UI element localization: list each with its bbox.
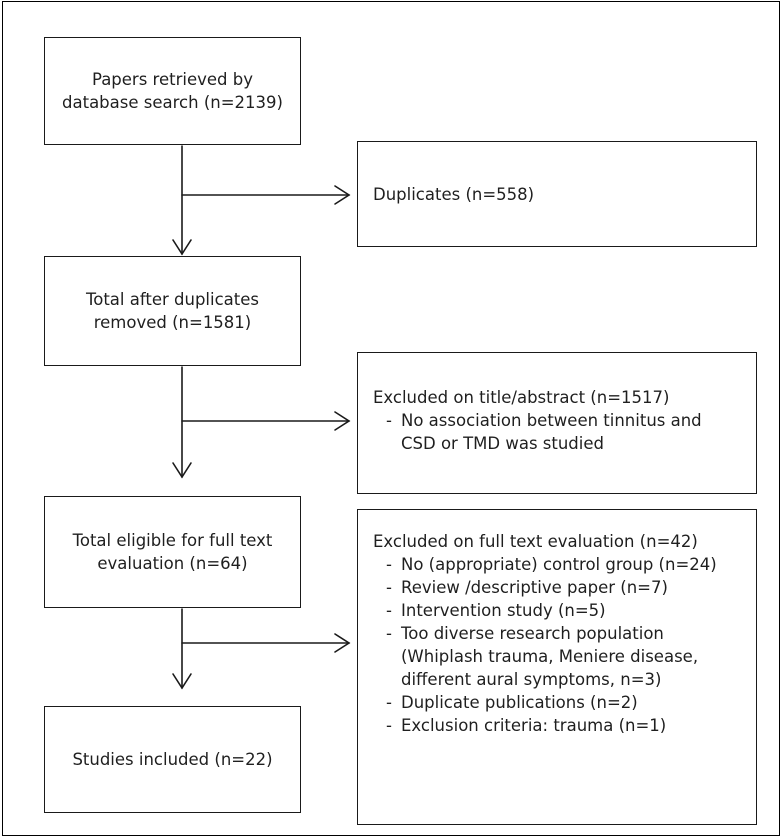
- item-line: Duplicate publications (n=2): [401, 693, 638, 712]
- box-excluded-title-abstract: Excluded on title/abstract (n=1517) - No…: [357, 352, 757, 494]
- box-line: removed (n=1581): [93, 313, 252, 332]
- item-line: CSD or TMD was studied: [401, 434, 604, 453]
- box-studies-included: Studies included (n=22): [44, 706, 301, 813]
- arrow-head-right: [334, 411, 351, 431]
- list-dash: -: [386, 716, 392, 735]
- box-line: evaluation (n=64): [97, 554, 248, 573]
- box-line: Total after duplicates: [85, 290, 260, 309]
- exclusion-item: - Intervention study (n=5): [373, 599, 742, 622]
- item-line: Review /descriptive paper (n=7): [401, 578, 668, 597]
- box-line: Papers retrieved by: [91, 70, 253, 89]
- box-line: Total eligible for full text: [72, 531, 273, 550]
- list-dash: -: [386, 578, 392, 597]
- box-after-duplicates: Total after duplicates removed (n=1581): [44, 256, 301, 366]
- box-heading: Excluded on title/abstract (n=1517): [373, 388, 670, 407]
- arrow-head-down: [172, 673, 192, 690]
- list-dash: -: [386, 624, 392, 643]
- box-papers-retrieved: Papers retrieved by database search (n=2…: [44, 37, 301, 145]
- item-line: Too diverse research population: [401, 624, 664, 643]
- arrow-head-right: [334, 185, 351, 205]
- arrow-head-down: [172, 239, 192, 256]
- exclusion-list: - No association between tinnitus and CS…: [373, 409, 742, 455]
- list-dash: -: [386, 693, 392, 712]
- item-line: No (appropriate) control group (n=24): [401, 555, 717, 574]
- box-text: Studies included (n=22): [72, 750, 273, 769]
- box-duplicates: Duplicates (n=558): [357, 141, 757, 247]
- item-line: (Whiplash trauma, Meniere disease,: [401, 647, 699, 666]
- exclusion-list: - No (appropriate) control group (n=24) …: [373, 553, 742, 737]
- arrow-head-down: [172, 462, 192, 479]
- box-heading: Excluded on full text evaluation (n=42): [373, 532, 698, 551]
- exclusion-item: - Exclusion criteria: trauma (n=1): [373, 714, 742, 737]
- arrow-head-right: [334, 633, 351, 653]
- list-dash: -: [386, 601, 392, 620]
- item-line: different aural symptoms, n=3): [401, 670, 662, 689]
- list-dash: -: [386, 411, 392, 430]
- box-line: database search (n=2139): [62, 93, 283, 112]
- list-dash: -: [386, 555, 392, 574]
- exclusion-item: - No (appropriate) control group (n=24): [373, 553, 742, 576]
- item-line: Intervention study (n=5): [401, 601, 606, 620]
- exclusion-item: - No association between tinnitus and CS…: [373, 409, 742, 455]
- box-text: Duplicates (n=558): [373, 184, 535, 204]
- box-excluded-full-text: Excluded on full text evaluation (n=42) …: [357, 509, 757, 825]
- item-line: Exclusion criteria: trauma (n=1): [401, 716, 667, 735]
- exclusion-item: - Duplicate publications (n=2): [373, 691, 742, 714]
- box-eligible-full-text: Total eligible for full text evaluation …: [44, 496, 301, 608]
- exclusion-item: - Too diverse research population (Whipl…: [373, 622, 742, 691]
- exclusion-item: - Review /descriptive paper (n=7): [373, 576, 742, 599]
- item-line: No association between tinnitus and: [401, 411, 702, 430]
